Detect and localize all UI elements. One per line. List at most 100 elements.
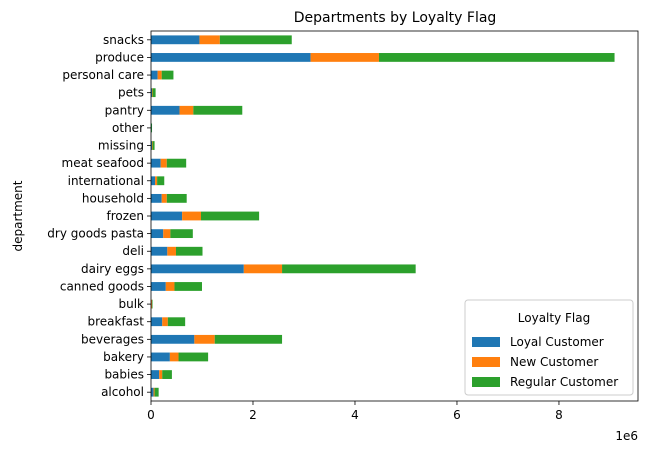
y-tick-label-babies: babies (104, 368, 144, 382)
bar-beverages-loyal-customer (151, 334, 195, 344)
bar-other-regular-customer (151, 123, 153, 133)
bar-personal-care-loyal-customer (151, 70, 158, 80)
bar-canned-goods-new-customer (165, 282, 175, 291)
bar-dairy-eggs-regular-customer (282, 264, 416, 274)
bar-missing-regular-customer (152, 141, 155, 150)
bar-deli-loyal-customer (151, 246, 168, 256)
bar-pantry-new-customer (179, 105, 194, 115)
bar-alcohol-loyal-customer (151, 387, 154, 397)
bar-produce-new-customer (310, 53, 379, 62)
y-tick-label-frozen: frozen (106, 209, 144, 223)
bar-frozen-regular-customer (200, 211, 260, 221)
y-tick-label-pantry: pantry (105, 103, 144, 117)
bar-dry-goods-pasta-loyal-customer (151, 229, 164, 239)
bar-snacks-regular-customer (219, 35, 292, 45)
bar-frozen-loyal-customer (151, 211, 183, 221)
bar-pantry-regular-customer (193, 105, 243, 115)
y-tick-label-meat-seafood: meat seafood (62, 156, 144, 170)
x-tick-label-2: 2 (249, 408, 257, 422)
bar-alcohol-regular-customer (154, 387, 159, 397)
x-scale-offset-label: 1e6 (615, 429, 638, 443)
y-tick-label-international: international (68, 174, 144, 188)
y-tick-label-household: household (82, 191, 144, 205)
y-tick-label-bakery: bakery (103, 350, 144, 364)
bar-breakfast-loyal-customer (151, 317, 163, 327)
bar-international-regular-customer (157, 176, 165, 186)
bar-deli-regular-customer (175, 246, 203, 256)
bar-pets-regular-customer (152, 88, 156, 98)
legend-label-regular-customer: Regular Customer (510, 375, 618, 389)
bar-pets-new-customer (152, 88, 153, 98)
bar-international-new-customer (155, 176, 158, 186)
legend-swatch-regular-customer (472, 377, 500, 387)
bar-dry-goods-pasta-regular-customer (170, 229, 193, 239)
bar-meat-seafood-loyal-customer (151, 158, 161, 168)
plot-frame (150, 30, 639, 402)
bar-snacks-new-customer (199, 35, 220, 45)
bar-bulk-new-customer (151, 299, 153, 309)
bar-dairy-eggs-loyal-customer (151, 264, 244, 274)
bar-personal-care-regular-customer (161, 70, 174, 80)
bar-babies-regular-customer (162, 370, 172, 379)
y-tick-label-dairy-eggs: dairy eggs (81, 262, 144, 276)
bar-bulk-regular-customer (152, 299, 153, 309)
x-tick-label-6: 6 (453, 408, 461, 422)
y-tick-label-missing: missing (98, 139, 144, 153)
bar-alcohol-new-customer (153, 387, 155, 397)
legend-label-loyal-customer: Loyal Customer (510, 335, 604, 349)
y-tick-label-snacks: snacks (103, 33, 144, 47)
legend: Loyalty Flag Loyal Customer New Customer R… (464, 299, 634, 396)
bars-layer (151, 35, 615, 397)
y-tick-label-produce: produce (95, 50, 144, 64)
y-tick-label-pets: pets (118, 86, 144, 100)
legend-title: Loyalty Flag (518, 311, 590, 325)
y-tick-label-dry-goods-pasta: dry goods pasta (47, 227, 144, 241)
bar-personal-care-new-customer (157, 70, 162, 80)
bar-produce-regular-customer (378, 53, 615, 62)
bar-bakery-regular-customer (178, 352, 209, 362)
legend-swatch-new-customer (472, 357, 500, 367)
x-tick-label-8: 8 (555, 408, 563, 422)
bar-babies-loyal-customer (151, 370, 160, 379)
legend-items: Loyal Customer New Customer Regular Custom… (472, 335, 618, 389)
bar-beverages-new-customer (194, 334, 215, 344)
bar-breakfast-new-customer (162, 317, 168, 327)
bar-bakery-new-customer (169, 352, 179, 362)
bar-meat-seafood-new-customer (160, 158, 167, 168)
x-tick-labels: 0 2 4 6 8 (147, 401, 563, 422)
bar-meat-seafood-regular-customer (166, 158, 187, 168)
bar-pets-loyal-customer (151, 88, 153, 98)
bar-deli-new-customer (167, 246, 176, 256)
bar-household-loyal-customer (151, 193, 162, 203)
bar-missing-loyal-customer (151, 141, 153, 150)
bar-international-loyal-customer (151, 176, 156, 186)
y-tick-label-deli: deli (122, 244, 144, 258)
bar-canned-goods-loyal-customer (151, 282, 166, 291)
chart-title: Departments by Loyalty Flag (294, 10, 497, 26)
bar-breakfast-regular-customer (167, 317, 186, 327)
y-axis-label: department (11, 180, 25, 251)
y-tick-label-bulk: bulk (118, 297, 144, 311)
bar-bakery-loyal-customer (151, 352, 170, 362)
y-tick-label-canned-goods: canned goods (60, 279, 144, 293)
legend-swatch-loyal-customer (472, 337, 500, 347)
legend-frame (464, 299, 634, 396)
bar-beverages-regular-customer (214, 334, 283, 344)
bar-snacks-loyal-customer (151, 35, 200, 45)
y-tick-label-personal-care: personal care (62, 68, 144, 82)
legend-label-new-customer: New Customer (510, 355, 598, 369)
bar-dry-goods-pasta-new-customer (163, 229, 171, 239)
bar-produce-loyal-customer (151, 53, 311, 62)
x-tick-label-0: 0 (147, 408, 155, 422)
bar-babies-new-customer (159, 370, 163, 379)
y-tick-label-beverages: beverages (81, 332, 144, 346)
bar-frozen-new-customer (182, 211, 201, 221)
bar-household-new-customer (161, 193, 167, 203)
bar-dairy-eggs-new-customer (243, 264, 283, 274)
x-tick-label-4: 4 (351, 408, 359, 422)
bar-canned-goods-regular-customer (174, 282, 202, 291)
y-tick-label-alcohol: alcohol (101, 385, 144, 399)
y-tick-labels: alcohol babies bakery beverages breakfast bul… (47, 33, 151, 399)
y-tick-label-other: other (112, 121, 144, 135)
